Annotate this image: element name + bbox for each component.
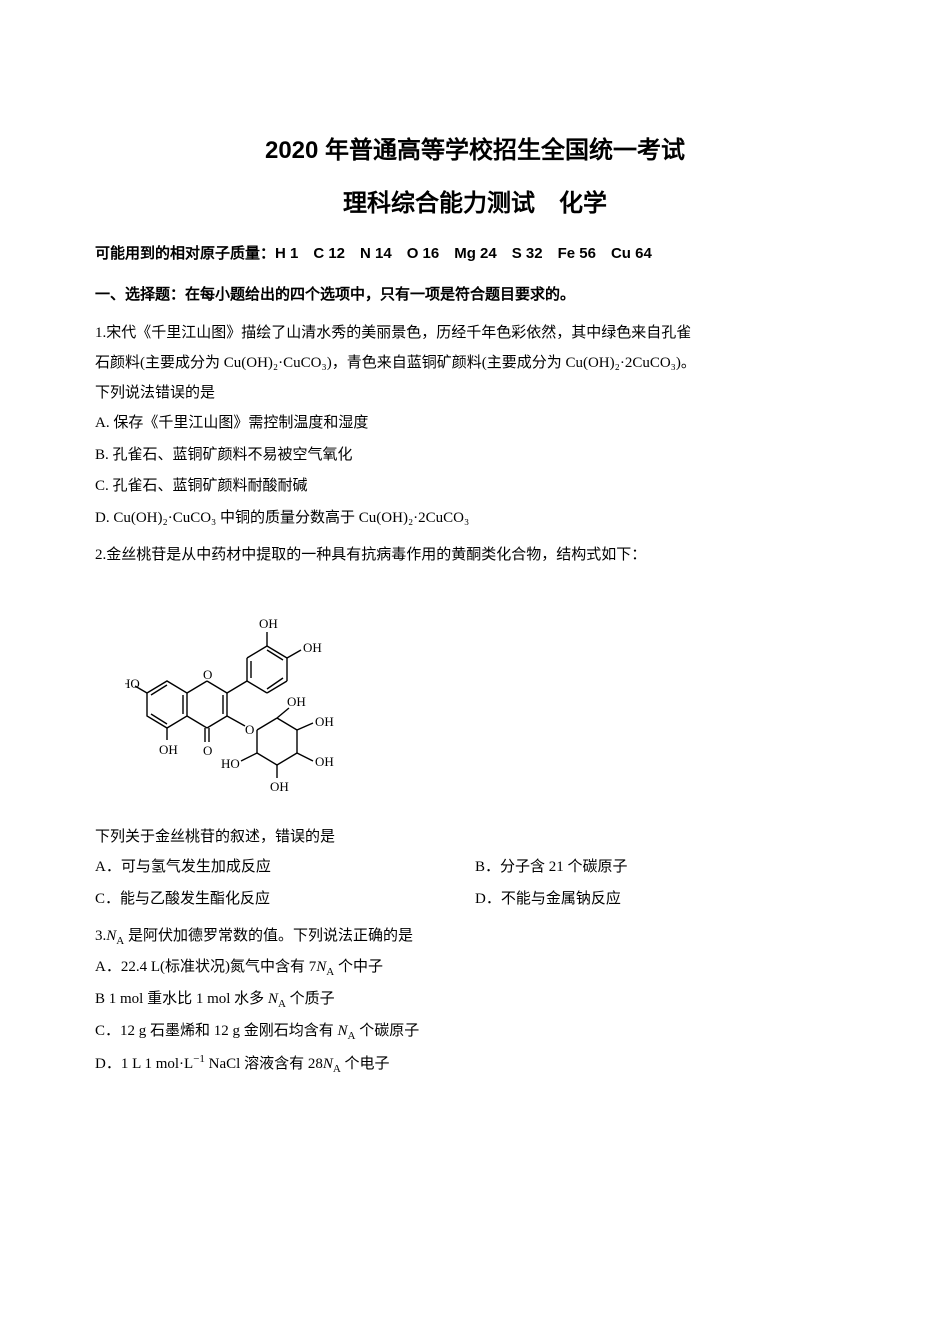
q3b-prefix: B 1 mol 重水比 1 mol 水多 [95,991,268,1007]
question-2: 2.金丝桃苷是从中药材中提取的一种具有抗病毒作用的黄酮类化合物，结构式如下： [95,540,855,915]
q2-stem-line2: 下列关于金丝桃苷的叙述，错误的是 [95,822,855,852]
q3-option-d: D．1 L 1 mol·L−1 NaCl 溶液含有 28NA 个电子 [95,1048,855,1081]
q3-na: N [106,928,116,944]
q2-options-row1: A．可与氢气发生加成反应 B．分子含 21 个碳原子 [95,852,855,884]
q3-rest: 是阿伏加德罗常数的值。下列说法正确的是 [124,928,413,944]
q3b-suffix: 个质子 [286,991,335,1007]
q3-option-a: A．22.4 L(标准状况)氮气中含有 7NA 个中子 [95,952,855,984]
q3d-suffix: 个电子 [341,1056,390,1072]
q1-option-a: A. 保存《千里江山图》需控制温度和湿度 [95,408,855,440]
main-title: 2020 年普通高等学校招生全国统一考试 [95,130,855,165]
q3a-suffix: 个中子 [334,959,383,975]
section-heading: 一、选择题：在每小题给出的四个选项中，只有一项是符合题目要求的。 [95,281,855,308]
label-oh-a: OH [159,742,178,757]
q2-stem-line1: 2.金丝桃苷是从中药材中提取的一种具有抗病毒作用的黄酮类化合物，结构式如下： [95,540,855,570]
label-o-ring: O [203,667,212,682]
q3-option-b: B 1 mol 重水比 1 mol 水多 NA 个质子 [95,984,855,1016]
question-1: 1.宋代《千里江山图》描绘了山清水秀的美丽景色，历经千年色彩依然，其中绿色来自孔… [95,318,855,534]
chemical-structure: O O HO OH OH OH O OH [125,578,855,814]
label-oh-b1: OH [259,616,278,631]
q1-option-d: D. Cu(OH)₂·CuCO₃ 中铜的质量分数高于 Cu(OH)₂·2CuCO… [95,503,855,535]
label-oh-s3: OH [315,754,334,769]
q2-option-a: A．可与氢气发生加成反应 [95,852,475,884]
label-ho-s5: HO [221,756,240,771]
q3d-na: N [323,1056,333,1072]
label-oh-s4: OH [270,779,289,794]
q2-option-d: D．不能与金属钠反应 [475,884,855,916]
q2-option-b: B．分子含 21 个碳原子 [475,852,855,884]
exam-page: 2020 年普通高等学校招生全国统一考试 理科综合能力测试 化学 可能用到的相对… [0,0,950,1147]
q2-option-c: C．能与乙酸发生酯化反应 [95,884,475,916]
q3b-sub: A [278,998,286,1010]
q1-option-b: B. 孔雀石、蓝铜矿颜料不易被空气氧化 [95,440,855,472]
atomic-mass-line: 可能用到的相对原子质量：H 1 C 12 N 14 O 16 Mg 24 S 3… [95,240,855,267]
q3d-sub: A [333,1063,341,1075]
q1-stem-line3: 下列说法错误的是 [95,378,855,408]
q3d-mid: NaCl 溶液含有 28 [205,1056,323,1072]
q1-stem-line1: 1.宋代《千里江山图》描绘了山清水秀的美丽景色，历经千年色彩依然，其中绿色来自孔… [95,318,855,348]
q3a-na: N [316,959,326,975]
q3d-prefix: D．1 L 1 mol·L [95,1056,193,1072]
q3b-na: N [268,991,278,1007]
q3c-na: N [338,1023,348,1039]
q3c-suffix: 个碳原子 [355,1023,419,1039]
q3d-exp: −1 [193,1053,205,1065]
label-ho-left: HO [125,676,140,691]
sub-title: 理科综合能力测试 化学 [95,183,855,218]
q1-stem-line2: 石颜料(主要成分为 Cu(OH)₂·CuCO₃)，青色来自蓝铜矿颜料(主要成分为… [95,348,855,378]
question-3: 3.NA 是阿伏加德罗常数的值。下列说法正确的是 A．22.4 L(标准状况)氮… [95,921,855,1081]
label-o-carbonyl: O [203,743,212,758]
q3-option-c: C．12 g 石墨烯和 12 g 金刚石均含有 NA 个碳原子 [95,1016,855,1048]
structure-svg: O O HO OH OH OH O OH [125,578,385,803]
q3-stem: 3.NA 是阿伏加德罗常数的值。下列说法正确的是 [95,921,855,952]
label-o-glyco: O [245,722,254,737]
q3-prefix: 3. [95,928,106,944]
q1-option-c: C. 孔雀石、蓝铜矿颜料耐酸耐碱 [95,471,855,503]
label-oh-s2: OH [315,714,334,729]
label-oh-b2: OH [303,640,322,655]
label-oh-s1: OH [287,694,306,709]
q3c-prefix: C．12 g 石墨烯和 12 g 金刚石均含有 [95,1023,338,1039]
q2-options-row2: C．能与乙酸发生酯化反应 D．不能与金属钠反应 [95,884,855,916]
q3a-prefix: A．22.4 L(标准状况)氮气中含有 7 [95,959,316,975]
